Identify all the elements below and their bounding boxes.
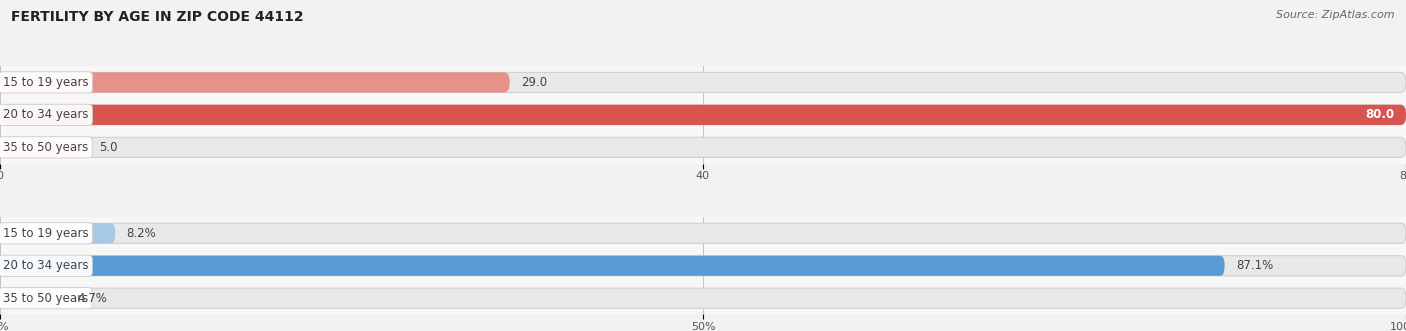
Text: 15 to 19 years: 15 to 19 years [3,76,89,89]
FancyBboxPatch shape [0,223,115,243]
Text: 15 to 19 years: 15 to 19 years [3,227,89,240]
Text: 4.7%: 4.7% [77,292,107,305]
FancyBboxPatch shape [0,137,87,157]
FancyBboxPatch shape [0,223,1406,243]
FancyBboxPatch shape [0,256,1406,276]
Text: 35 to 50 years: 35 to 50 years [3,292,89,305]
Text: 20 to 34 years: 20 to 34 years [3,108,89,121]
FancyBboxPatch shape [0,256,1225,276]
Text: 80.0: 80.0 [1365,108,1395,121]
Text: 5.0: 5.0 [98,141,118,154]
FancyBboxPatch shape [0,72,509,92]
Text: 20 to 34 years: 20 to 34 years [3,259,89,272]
FancyBboxPatch shape [0,72,1406,92]
Text: 87.1%: 87.1% [1236,259,1272,272]
Text: 8.2%: 8.2% [127,227,156,240]
Text: Source: ZipAtlas.com: Source: ZipAtlas.com [1277,10,1395,20]
FancyBboxPatch shape [0,288,66,308]
Text: 35 to 50 years: 35 to 50 years [3,141,89,154]
FancyBboxPatch shape [0,105,1406,125]
FancyBboxPatch shape [0,105,1406,125]
Text: FERTILITY BY AGE IN ZIP CODE 44112: FERTILITY BY AGE IN ZIP CODE 44112 [11,10,304,24]
FancyBboxPatch shape [0,137,1406,157]
FancyBboxPatch shape [0,288,1406,308]
Text: 29.0: 29.0 [520,76,547,89]
